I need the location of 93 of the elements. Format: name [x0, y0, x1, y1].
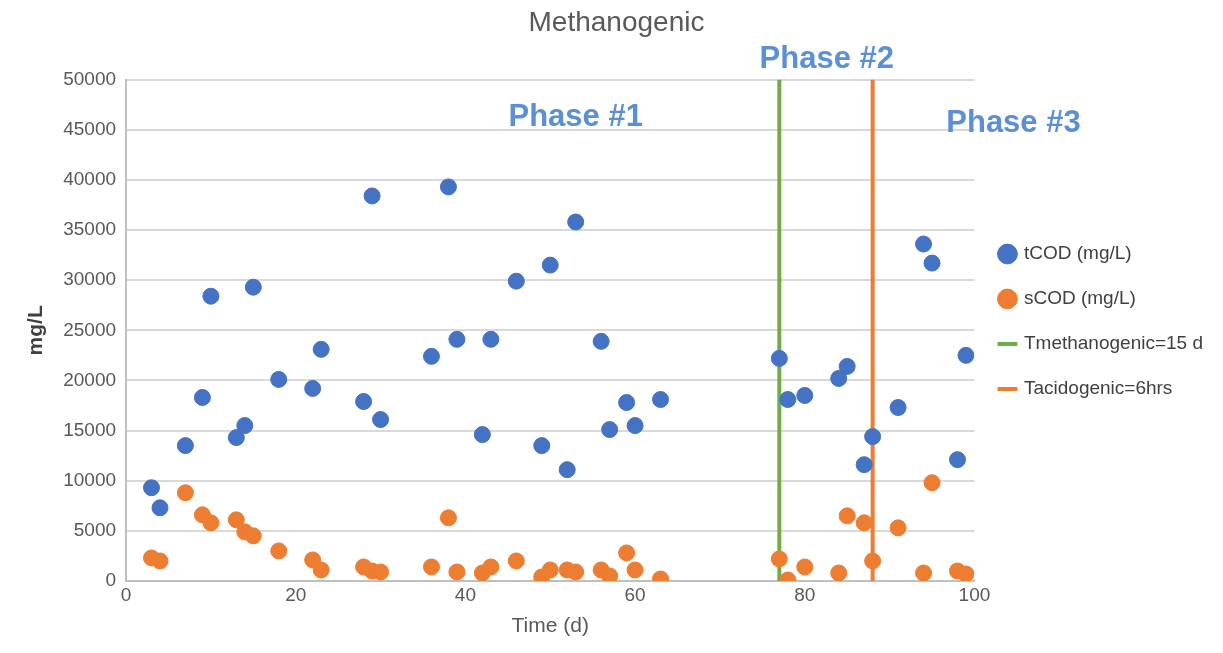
point [202, 287, 220, 305]
point [652, 390, 670, 408]
point [482, 330, 500, 348]
y-tick-label: 25000 [63, 318, 117, 340]
point [507, 272, 525, 290]
point [558, 461, 576, 479]
point [626, 561, 644, 579]
point [889, 399, 907, 417]
y-axis-title: mg/L [23, 305, 47, 356]
point [244, 527, 262, 545]
x-tick-label: 20 [285, 583, 307, 605]
point [864, 552, 882, 570]
legend-label: Tacidogenic=6hrs [1023, 377, 1173, 399]
point [448, 330, 466, 348]
x-tick-label: 80 [794, 583, 816, 605]
point [855, 514, 873, 532]
point [270, 370, 288, 388]
point [473, 426, 491, 444]
point [592, 332, 610, 350]
point [507, 552, 525, 570]
point [830, 369, 848, 387]
point [533, 437, 551, 455]
point [439, 178, 457, 196]
point [567, 213, 585, 231]
point [236, 417, 254, 435]
point [915, 564, 933, 581]
point [422, 558, 440, 576]
y-tick-label: 10000 [63, 468, 117, 490]
point [618, 394, 636, 411]
y-tick-label: 35000 [63, 218, 117, 240]
chart-title: Methanogenic [528, 5, 705, 37]
point [541, 561, 559, 579]
point [770, 550, 788, 568]
point [151, 499, 169, 517]
annotation: Phase #3 [946, 104, 1081, 140]
point [142, 479, 160, 497]
point [601, 421, 619, 439]
point [304, 379, 322, 397]
point [202, 514, 220, 532]
annotation: Phase #1 [508, 97, 643, 133]
point [618, 544, 636, 562]
y-tick-label: 30000 [63, 268, 117, 290]
point [770, 349, 788, 367]
point [864, 428, 882, 446]
point [372, 411, 390, 429]
y-tick-label: 15000 [63, 418, 117, 440]
x-tick-label: 100 [958, 583, 991, 605]
point [838, 507, 856, 525]
point [448, 563, 466, 581]
point [270, 542, 288, 560]
point [312, 561, 330, 579]
point [355, 393, 373, 410]
y-tick-label: 40000 [63, 168, 117, 190]
point [312, 340, 330, 358]
point [796, 386, 814, 404]
point [176, 437, 194, 455]
point [541, 256, 559, 274]
point [363, 187, 381, 205]
y-tick-label: 45000 [63, 117, 117, 139]
point [193, 388, 211, 406]
text: Phase #2 [759, 40, 895, 76]
legend-label: tCOD (mg/L) [1023, 242, 1132, 264]
point [227, 429, 245, 447]
x-tick-label: 60 [624, 583, 646, 605]
y-tick-label: 50000 [63, 67, 117, 89]
point [227, 511, 245, 529]
point [244, 278, 262, 296]
point [838, 357, 856, 375]
point [439, 509, 457, 527]
y-tick-label: 20000 [63, 368, 117, 390]
x-tick-label: 40 [454, 583, 476, 605]
point [830, 564, 848, 581]
point [626, 417, 644, 435]
point [923, 254, 941, 272]
point [889, 519, 907, 537]
legend-label: Tmethanogenic=15 d [1023, 332, 1203, 354]
y-tick-label: 5000 [73, 519, 117, 541]
point [422, 347, 440, 365]
point [855, 456, 873, 474]
point [151, 552, 169, 570]
point [176, 484, 194, 502]
y-tick-label: 0 [105, 569, 117, 591]
point [796, 558, 814, 576]
x-axis-title: Time (d) [511, 613, 589, 637]
point [923, 474, 941, 492]
point [482, 558, 500, 576]
point [957, 565, 975, 581]
point [915, 235, 933, 253]
x-tick-label: 0 [120, 583, 132, 605]
point [957, 346, 975, 364]
legend-label: sCOD (mg/L) [1023, 287, 1136, 309]
point [948, 451, 966, 469]
point [779, 390, 797, 408]
